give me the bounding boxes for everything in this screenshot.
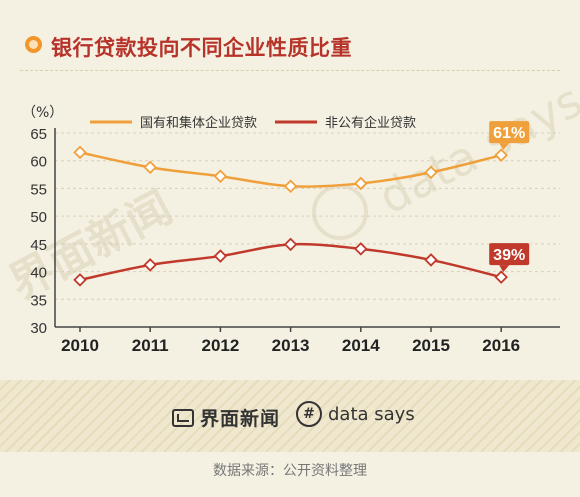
hash-icon: #	[296, 401, 322, 427]
data-point	[424, 253, 438, 267]
end-label-box	[489, 121, 530, 144]
data-point	[213, 249, 228, 263]
legend-label: 非公有企业贷款	[325, 115, 416, 131]
data-point	[354, 242, 368, 256]
y-tick-label: 60	[30, 154, 47, 171]
x-tick-label: 2015	[412, 336, 450, 355]
data-point	[73, 273, 87, 287]
end-label-pointer	[499, 265, 510, 273]
data-point	[494, 270, 508, 284]
end-label-pointer	[499, 143, 510, 151]
jiemian-logo-icon	[172, 408, 194, 427]
data-point	[213, 169, 228, 184]
line-chart: 界面新闻 data says 30 35 40 45 50 55 60 65 （%） 2010 201…	[1, 73, 580, 355]
x-tick-label: 2016	[482, 336, 520, 355]
data-point	[143, 258, 157, 272]
watermark-right: data says	[370, 73, 580, 225]
y-tick-label: 45	[30, 237, 47, 254]
data-point	[494, 148, 508, 162]
series-layer	[73, 145, 508, 287]
header-divider	[20, 70, 560, 71]
end-label-text: 61%	[493, 125, 525, 142]
y-axis-unit: （%）	[22, 105, 63, 121]
watermark-hash-icon	[312, 184, 368, 240]
x-tick-label: 2014	[342, 336, 380, 355]
legend-label: 国有和集体企业贷款	[140, 115, 257, 131]
label-layer: 61% 39%	[489, 121, 530, 273]
x-tick-label: 2013	[272, 336, 310, 355]
end-label-text: 39%	[493, 247, 525, 264]
end-label-box	[489, 243, 530, 266]
data-point	[354, 176, 368, 191]
data-point	[73, 145, 87, 160]
footer-logo-left-text: 界面新闻	[200, 408, 281, 430]
source-note: 数据来源：公开资料整理	[213, 463, 367, 479]
chart-title: 银行贷款投向不同企业性质比重	[51, 36, 352, 60]
footer-logo-jiemian: 界面新闻	[172, 404, 280, 431]
legend-layer: 国有和集体企业贷款 非公有企业贷款	[90, 115, 416, 131]
y-tick-label: 55	[30, 181, 47, 198]
data-point	[424, 165, 438, 180]
footer-logo-right-text: data says	[328, 403, 415, 425]
x-tick-label: 2012	[201, 336, 239, 355]
footer-logo-datasays: # data says	[296, 401, 415, 427]
data-point	[143, 160, 157, 175]
data-point	[283, 237, 298, 252]
x-tick-label: 2010	[61, 336, 99, 355]
x-tick-label: 2011	[132, 336, 169, 355]
y-tick-label: 35	[30, 292, 47, 309]
y-tick-label: 65	[30, 126, 47, 143]
watermark-left: 界面新闻	[1, 182, 180, 310]
axis-layer: 30 35 40 45 50 55 60 65 （%） 2010 2011 2012 2013 2014 2…	[22, 105, 560, 355]
footer-band	[0, 380, 580, 452]
y-tick-label: 40	[30, 265, 47, 282]
data-point	[283, 179, 298, 193]
y-tick-label: 50	[30, 209, 47, 226]
y-tick-label: 30	[30, 320, 47, 337]
title-bullet-icon	[25, 36, 42, 53]
